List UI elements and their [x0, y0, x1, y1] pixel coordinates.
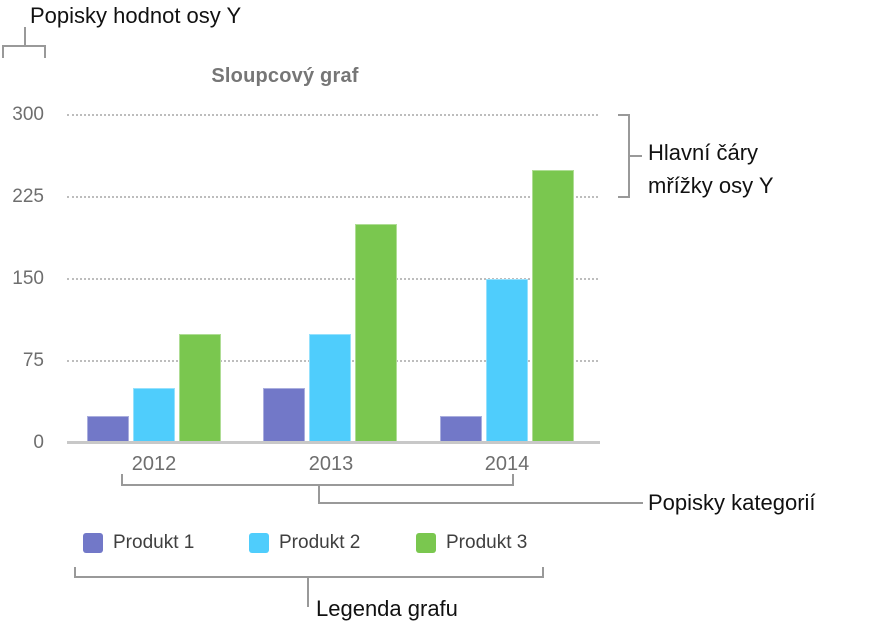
bar-produkt-2-2012 [133, 388, 175, 443]
x-axis-line [67, 441, 600, 444]
callout-y-gridlines: Hlavní čáry mřížky osy Y [648, 136, 868, 202]
bracket-category-labels [121, 474, 643, 504]
callout-y-value-labels: Popisky hodnot osy Y [30, 3, 242, 28]
legend-swatch-produkt-2 [249, 533, 269, 553]
bar-produkt-1-2013 [263, 388, 305, 443]
callout-chart-legend: Legenda grafu [316, 596, 458, 621]
legend-label-produkt-1: Produkt 1 [113, 532, 195, 553]
bar-produkt-2-2013 [309, 333, 351, 443]
bracket-chart-legend [74, 567, 544, 607]
bar-produkt-1-2014 [440, 415, 482, 443]
bar-produkt-2-2014 [486, 279, 528, 443]
x-category-label-2012: 2012 [131, 453, 177, 475]
y-tick-label-225: 225 [12, 186, 44, 207]
legend-swatch-produkt-1 [83, 533, 103, 553]
bracket-y-value-labels [2, 27, 46, 58]
callout-y-gridlines-line1: Hlavní čáry [648, 140, 759, 165]
y-tick-label-75: 75 [22, 350, 44, 371]
bar-produkt-1-2012 [87, 415, 129, 443]
bracket-y-gridlines [618, 114, 642, 198]
bar-produkt-3-2014 [532, 169, 574, 443]
bar-produkt-3-2012 [179, 333, 221, 443]
bar-produkt-3-2013 [355, 224, 397, 443]
gridline-150 [67, 278, 598, 280]
y-tick-label-300: 300 [12, 104, 44, 125]
x-category-label-2014: 2014 [484, 453, 530, 475]
chart-title: Sloupcový graf [211, 65, 359, 87]
y-tick-label-0: 0 [33, 432, 44, 453]
x-category-label-2013: 2013 [308, 453, 354, 475]
gridline-225 [67, 196, 598, 198]
callout-category-labels: Popisky kategorií [648, 490, 816, 515]
gridline-300 [67, 114, 598, 116]
legend-swatch-produkt-3 [416, 533, 436, 553]
y-tick-label-150: 150 [12, 268, 44, 289]
legend-label-produkt-2: Produkt 2 [279, 532, 361, 553]
legend-label-produkt-3: Produkt 3 [446, 532, 528, 553]
callout-y-gridlines-line2: mřížky osy Y [648, 173, 774, 198]
